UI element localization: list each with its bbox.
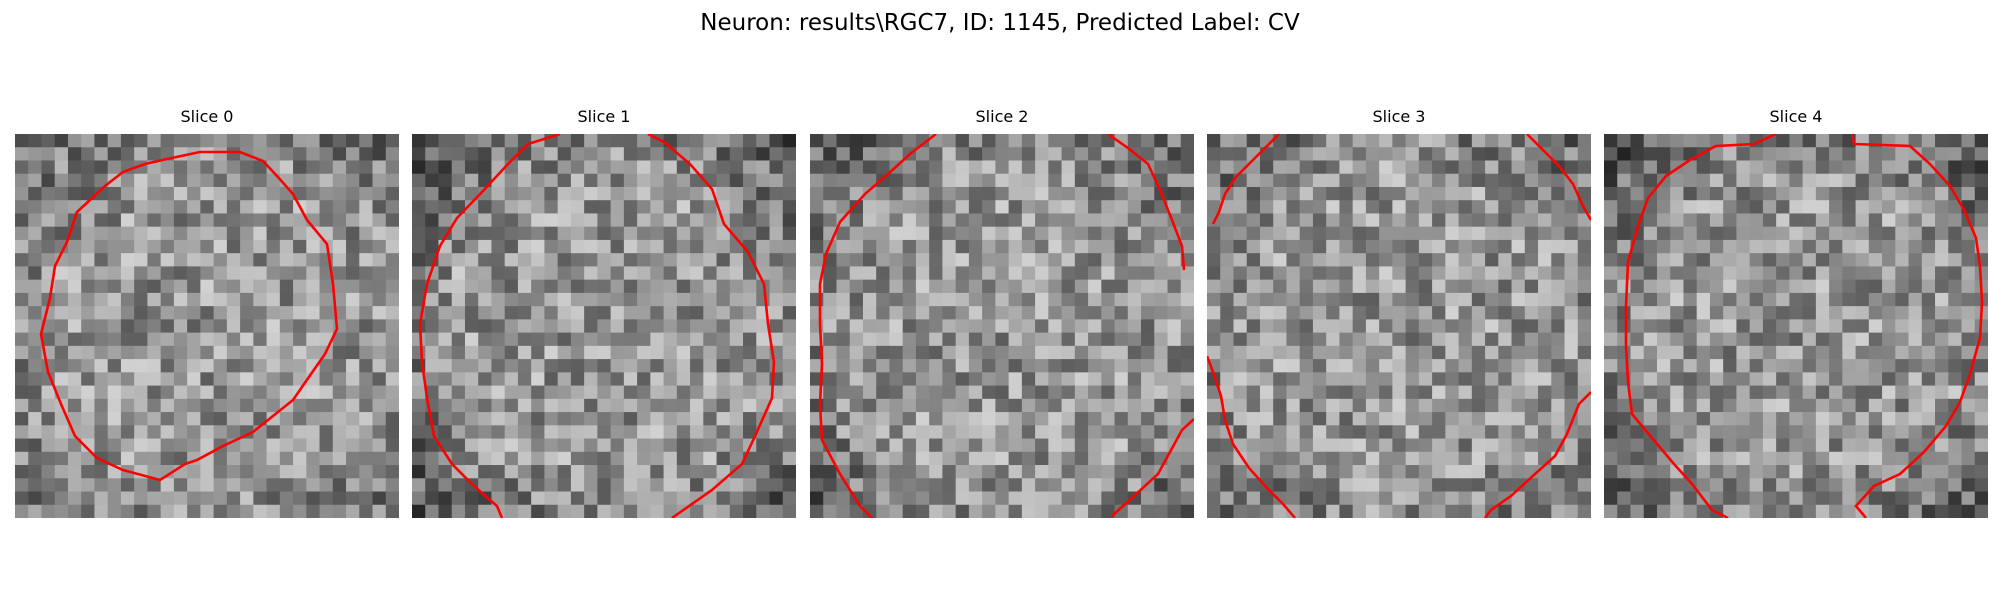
slice-image-1 bbox=[412, 134, 796, 518]
slice-title: Slice 1 bbox=[577, 107, 631, 126]
slice-image-4 bbox=[1604, 134, 1988, 518]
slice-title: Slice 4 bbox=[1769, 107, 1823, 126]
grayscale-pixels bbox=[15, 134, 399, 518]
slice-image-2 bbox=[810, 134, 1194, 518]
slice-title: Slice 0 bbox=[180, 107, 234, 126]
slice-title: Slice 3 bbox=[1372, 107, 1426, 126]
red-contour bbox=[1111, 418, 1194, 517]
slice-title: Slice 2 bbox=[975, 107, 1029, 126]
red-contour bbox=[1207, 355, 1296, 518]
slice-image-0 bbox=[15, 134, 399, 518]
red-contour bbox=[418, 134, 561, 518]
red-contour bbox=[647, 134, 776, 518]
grayscale-pixels bbox=[412, 134, 796, 518]
red-contour bbox=[1107, 134, 1186, 271]
slice-panel-4: Slice 4 bbox=[1604, 106, 1988, 518]
red-contour bbox=[39, 150, 339, 482]
grayscale-pixels bbox=[1207, 134, 1591, 518]
red-contour bbox=[1624, 134, 1777, 518]
red-contour bbox=[1526, 134, 1591, 221]
slice-image-3 bbox=[1207, 134, 1591, 518]
slice-panel-1: Slice 1 bbox=[412, 106, 796, 518]
slice-panel-2: Slice 2 bbox=[810, 106, 1194, 518]
red-contour bbox=[818, 134, 937, 518]
red-contour bbox=[1850, 134, 1984, 518]
grayscale-pixels bbox=[810, 134, 1194, 518]
red-contour bbox=[1211, 134, 1280, 225]
slice-panel-3: Slice 3 bbox=[1207, 106, 1591, 518]
figure-title: Neuron: results\RGC7, ID: 1145, Predicte… bbox=[700, 10, 1300, 36]
slice-panel-0: Slice 0 bbox=[15, 106, 399, 518]
grayscale-pixels bbox=[1604, 134, 1988, 518]
red-contour bbox=[1483, 391, 1591, 518]
